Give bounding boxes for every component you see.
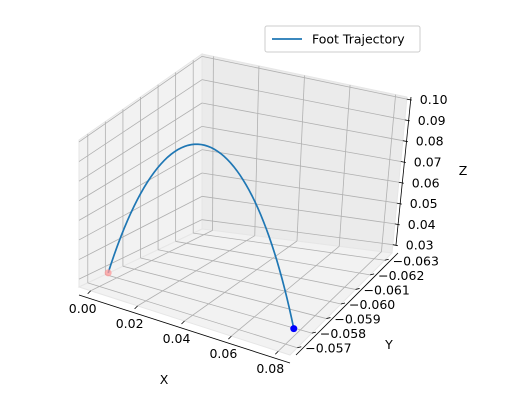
z-tick-mark [398,181,404,184]
x-tick-label: 0.08 [256,361,284,376]
z-tick-label: 0.10 [420,92,448,107]
series [104,143,298,333]
z-tick-label: 0.05 [410,196,438,211]
y-grid-line [122,265,327,319]
y-grid-line [87,282,298,349]
legend: Foot Trajectory [264,25,421,53]
x-tick-mark [274,350,279,355]
y-tick-label: −0.060 [349,297,395,312]
x-tick-label: 0.00 [69,301,97,316]
y-tick-label: −0.063 [393,253,439,268]
y-tick-mark [340,302,346,305]
y-tick-label: −0.059 [334,312,380,327]
z-grid-line [78,195,203,260]
end-marker [290,325,298,333]
z-grid-line [78,172,203,241]
z-tick-label: 0.06 [412,175,440,190]
legend-label: Foot Trajectory [312,32,405,47]
z-grid-line [201,149,399,183]
z-grid-line [201,125,401,162]
x-tick-mark [87,290,92,295]
y-tick-mark [355,288,360,290]
z-tick-label: 0.04 [408,217,436,232]
y-grid-line [193,232,385,261]
z-tick-mark [396,202,402,205]
z-grid-line [201,219,393,246]
y-grid-line [157,249,356,290]
trajectory-line [107,143,295,329]
z-tick-label: 0.09 [418,113,446,128]
z-grid-line [201,195,395,225]
y-grid-line [105,274,312,334]
y-tick-label: −0.058 [320,326,366,341]
tick-marks: 0.000.020.040.060.08−0.063−0.062−0.061−0… [69,92,448,376]
z-grid-line [201,102,403,142]
z-grid-line [78,219,203,280]
y-tick-mark [384,258,389,261]
y-tick-mark [311,331,316,334]
y-tick-label: −0.062 [378,268,424,283]
z-grid-line [78,79,203,162]
z-tick-label: 0.08 [416,134,444,149]
y-axis-label: Y [384,337,393,352]
z-tick-label: 0.03 [406,238,434,253]
x-tick-mark [228,335,232,340]
x-axis-line [78,294,291,364]
x-tick-label: 0.04 [163,331,191,346]
y-grid-line [140,257,342,305]
z-grid-line [78,149,203,221]
x-grid-line [212,56,214,231]
x-grid-line [381,94,397,252]
y-tick-mark [297,346,302,349]
z-tick-mark [402,140,408,143]
y-grid-line [175,241,371,276]
y-tick-label: −0.061 [364,282,410,297]
z-tick-mark [392,244,398,247]
y-axis-line [295,252,399,356]
y-tick-label: −0.057 [305,341,351,356]
z-grid-line [201,79,405,121]
x-axis-label: X [160,372,169,387]
x-tick-label: 0.06 [209,346,237,361]
x-tick-label: 0.02 [116,316,144,331]
x-grid-line [254,65,260,236]
floor-pane [77,228,394,356]
z-tick-mark [400,161,406,163]
z-tick-mark [394,223,400,226]
z-grid-line [201,172,397,204]
x-grid-line [338,85,351,247]
start-marker [104,269,112,277]
z-grid-line [78,125,203,202]
z-grid-line [78,102,203,182]
x-tick-mark [134,305,138,310]
z-tick-label: 0.07 [414,154,442,169]
z-grid-line [78,56,203,143]
y-tick-mark [326,317,331,319]
y-tick-mark [370,273,375,276]
x-grid-line [296,75,305,242]
z-axis-line [395,96,412,246]
legend-box [264,25,421,53]
x-tick-mark [181,320,185,325]
z-grid-line [201,55,407,100]
z-axis-label: Z [459,163,468,178]
